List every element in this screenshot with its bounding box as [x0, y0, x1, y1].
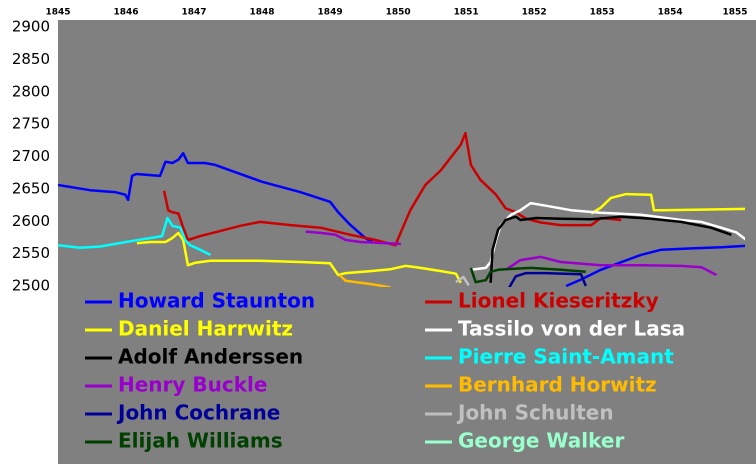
x-tick-label: 1849 [318, 8, 343, 18]
legend-label: Lionel Kieseritzky [458, 289, 659, 313]
legend-label: Adolf Anderssen [118, 345, 303, 369]
y-tick-label: 2600 [12, 212, 50, 230]
x-tick-label: 1845 [45, 8, 70, 18]
x-tick-label: 1853 [590, 8, 615, 18]
series-line [455, 275, 470, 287]
x-tick-label: 1850 [386, 8, 411, 18]
x-tick-label: 1851 [454, 8, 479, 18]
x-tick-label: 1854 [658, 8, 683, 18]
series-line [338, 274, 391, 287]
x-tick-label: 1855 [722, 8, 747, 18]
x-tick-label: 1852 [522, 8, 547, 18]
legend-label: John Cochrane [116, 401, 280, 425]
y-tick-label: 2900 [12, 18, 50, 36]
legend-label: Pierre Saint-Amant [458, 345, 674, 369]
legend-label: Elijah Williams [118, 429, 283, 453]
y-tick-label: 2650 [12, 179, 50, 197]
legend-label: John Schulten [456, 401, 614, 425]
legend-label: Henry Buckle [118, 373, 267, 397]
y-tick-label: 2700 [12, 147, 50, 165]
legend-label: George Walker [458, 429, 624, 453]
x-tick-label: 1846 [113, 8, 138, 18]
series-line [469, 266, 586, 284]
x-tick-label: 1848 [250, 8, 275, 18]
legend-label: Bernhard Horwitz [458, 373, 657, 397]
y-tick-label: 2550 [12, 244, 50, 262]
series-line [305, 230, 717, 277]
legend-label: Daniel Harrwitz [118, 317, 293, 341]
series-line [58, 152, 745, 287]
plot-background [58, 20, 756, 464]
series-line [58, 216, 211, 257]
series-line [489, 215, 732, 283]
y-tick-label: 2500 [12, 277, 50, 295]
legend-label: Tassilo von der Lasa [458, 317, 685, 341]
plot-lines [58, 131, 745, 287]
legend-label: Howard Staunton [118, 289, 315, 313]
y-tick-label: 2750 [12, 115, 50, 133]
y-tick-label: 2850 [12, 50, 50, 68]
y-tick-label: 2800 [12, 82, 50, 100]
series-line [162, 131, 622, 247]
x-tick-label: 1847 [182, 8, 207, 18]
series-line [136, 192, 745, 284]
series-line [508, 271, 587, 287]
